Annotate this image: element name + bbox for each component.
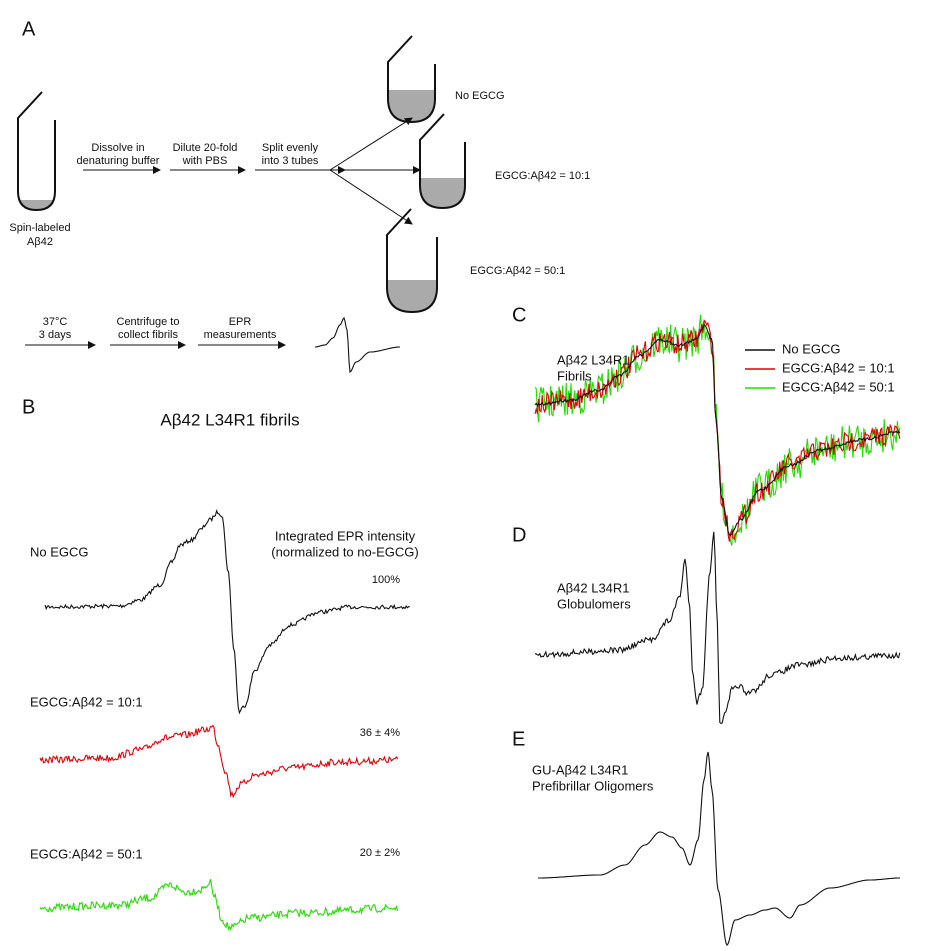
note: (normalized to no-EGCG): [271, 544, 418, 559]
step-label: into 3 tubes: [262, 155, 319, 167]
arrow: [330, 170, 412, 224]
panel-label: B: [22, 396, 35, 418]
sample-label: Globulomers: [557, 596, 631, 611]
step-label: Dissolve in: [91, 142, 144, 154]
tube-label: EGCG:Aβ42 = 50:1: [470, 265, 565, 277]
arrow: [330, 118, 412, 170]
step-label: Split evenly: [262, 142, 319, 154]
intensity: 20 ± 2%: [360, 847, 401, 859]
tube: [18, 92, 55, 210]
panel-label: E: [512, 728, 525, 750]
panel-label: C: [512, 304, 526, 326]
panel-label: A: [22, 18, 36, 40]
sample-label: GU-Aβ42 L34R1: [532, 762, 628, 777]
step-label: measurements: [204, 329, 277, 341]
step-label: with PBS: [182, 155, 228, 167]
sample-label: Aβ42: [27, 236, 53, 248]
sample-label: Fibrils: [557, 368, 592, 383]
step-label: collect fibrils: [118, 329, 178, 341]
figure: A B C D E Aβ42 L34R1 fibrils Spin-labele…: [0, 0, 945, 951]
tube-label: No EGCG: [455, 90, 505, 102]
sample-label: Aβ42 L34R1: [557, 580, 630, 595]
spectrum: [535, 532, 900, 724]
trace-name: EGCG:Aβ42 = 10:1: [30, 694, 143, 709]
spectrum: [40, 726, 398, 797]
spectrum: [40, 879, 398, 929]
intensity: 36 ± 4%: [360, 727, 401, 739]
panel-title: Aβ42 L34R1 fibrils: [160, 410, 299, 429]
step-label: Dilute 20-fold: [173, 142, 238, 154]
legend-label: EGCG:Aβ42 = 10:1: [782, 360, 895, 375]
legend-label: No EGCG: [782, 341, 841, 356]
step-label: EPR: [229, 316, 252, 328]
trace-name: No EGCG: [30, 544, 89, 559]
legend-label: EGCG:Aβ42 = 50:1: [782, 379, 895, 394]
sample-label: Spin-labeled: [9, 222, 70, 234]
step-label: Centrifuge to: [117, 316, 180, 328]
trace-name: EGCG:Aβ42 = 50:1: [30, 846, 143, 861]
panel-label: D: [512, 524, 526, 546]
sample-label: Aβ42 L34R1: [557, 352, 630, 367]
note: Integrated EPR intensity: [275, 528, 416, 543]
intensity: 100%: [372, 574, 400, 586]
tube-label: EGCG:Aβ42 = 10:1: [495, 170, 590, 182]
step-label: 37°C: [43, 316, 68, 328]
step-label: 3 days: [39, 329, 72, 341]
step-label: denaturing buffer: [77, 155, 160, 167]
schematic-spectrum: [315, 318, 400, 372]
sample-label: Prefibrillar Oligomers: [532, 778, 654, 793]
